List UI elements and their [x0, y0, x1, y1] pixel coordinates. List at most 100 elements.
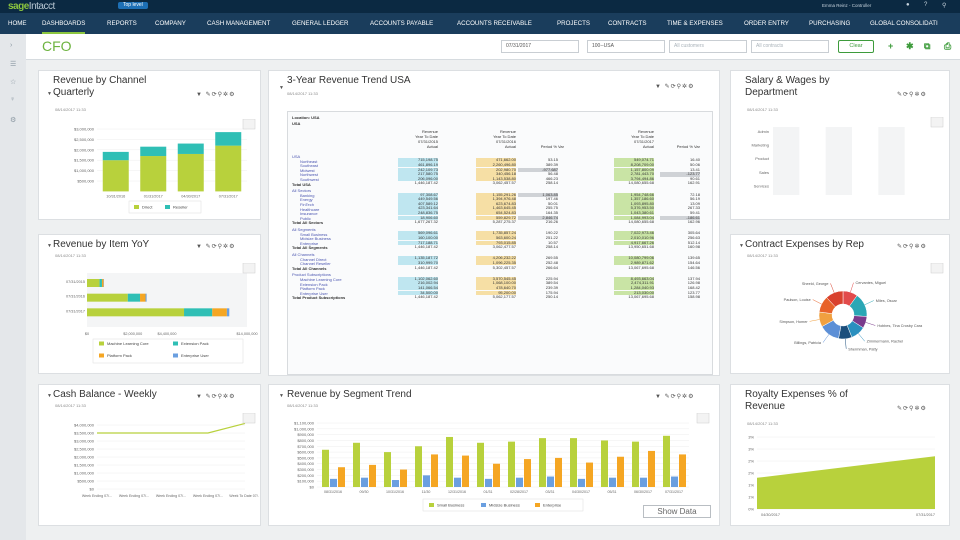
as-of-date-input[interactable]: 07/31/2017: [501, 40, 579, 53]
panel-date: 08/14/2017 11:33: [287, 91, 318, 96]
clear-button[interactable]: Clear: [838, 40, 874, 53]
table-cell: 251.22: [545, 234, 558, 240]
collapse-caret-icon[interactable]: ▼: [47, 393, 52, 399]
table-group-label: All Channels: [292, 252, 315, 257]
table-cell: 141,066.54: [398, 285, 438, 291]
y-tick-label: Admin: [758, 129, 769, 134]
panel-title: Royalty Expenses % of Revenue: [745, 389, 848, 412]
collapse-caret-icon[interactable]: ▼: [279, 393, 284, 399]
panel-tools[interactable]: ✎⟳⚲✲⚙: [897, 92, 927, 98]
notification-icon[interactable]: ●: [906, 2, 910, 8]
print-icon[interactable]: ⎙: [944, 41, 952, 51]
table-cell: 3,794,494.86: [614, 176, 654, 182]
table-cell: 168.42: [687, 284, 700, 290]
settings-icon[interactable]: ⚙: [10, 117, 17, 124]
bar-direct: [102, 160, 129, 192]
copy-icon[interactable]: ⧉: [924, 41, 931, 51]
table-cell: 216,002.94: [398, 281, 438, 286]
nav-item[interactable]: ACCOUNTS RECEIVABLE: [457, 20, 532, 27]
table-cell: 654,524.83: [476, 210, 516, 216]
table-row-label: FinTech: [300, 202, 315, 207]
table-cell: 449,549.56: [398, 196, 438, 202]
location-select[interactable]: 100--USA: [587, 40, 665, 53]
lightbulb-icon[interactable]: ♀: [10, 96, 16, 103]
table-column-header: Period % Var: [540, 144, 564, 149]
nav-item[interactable]: PURCHASING: [809, 20, 851, 27]
panel-date: 08/14/2017 11:33: [747, 253, 778, 258]
table-cell: 5,376,953.50: [614, 206, 654, 211]
entity-level-select[interactable]: Top level: [118, 2, 148, 9]
nav-item[interactable]: HOME: [8, 20, 27, 27]
customers-select[interactable]: All customers: [669, 40, 747, 53]
panel-tools[interactable]: ✎⟳⚲✲⚙: [897, 244, 927, 250]
nav-item[interactable]: DASHBOARDS: [42, 13, 86, 34]
table-row-label: Enterprise User: [300, 290, 328, 296]
chevron-right-icon[interactable]: ›: [10, 42, 13, 49]
table-cell: 252.48: [545, 259, 558, 265]
panel-tools[interactable]: ▼ ✎⟳⚲✲⚙: [196, 394, 236, 400]
bar-1: [423, 475, 430, 487]
collapse-caret-icon[interactable]: ▼: [47, 91, 52, 97]
table-cell: 97,308.67: [398, 192, 438, 198]
table-cell: 389.54: [545, 280, 558, 286]
y-tick-label: $500,000: [77, 179, 94, 184]
pie-label: Billings, Patricia: [794, 341, 822, 345]
x-tick-label: Week Ending 07/...: [193, 494, 223, 498]
table-cell: 389.39: [545, 161, 558, 167]
collapse-caret-icon[interactable]: ▼: [279, 85, 284, 91]
search-icon[interactable]: ⚲: [942, 3, 947, 9]
panel-tools[interactable]: ✎⟳⚲✲⚙: [897, 406, 927, 412]
nav-item[interactable]: TIME & EXPENSES: [667, 20, 723, 27]
table-cell: 1,143,538.80: [476, 176, 516, 182]
help-icon[interactable]: ?: [924, 2, 928, 8]
contracts-select[interactable]: All contracts: [751, 40, 829, 53]
nav-item[interactable]: CASH MANAGEMENT: [207, 20, 271, 27]
table-column-header: Actual: [426, 144, 438, 149]
x-tick-label: 07/31/2017: [916, 513, 935, 517]
y-tick-label: $400,000: [297, 461, 314, 466]
list-icon[interactable]: ☰: [10, 61, 17, 68]
bar-segment: [140, 293, 146, 302]
nav-item[interactable]: ACCOUNTS PAYABLE: [370, 20, 434, 27]
collapse-caret-icon[interactable]: ▼: [47, 243, 52, 249]
table-cell: 793,015.85: [476, 240, 516, 246]
panel-tools[interactable]: ▼ ✎⟳⚲✲⚙: [655, 84, 695, 90]
nav-item[interactable]: REPORTS: [107, 20, 137, 27]
table-cell: 53.15: [547, 157, 558, 163]
panel-tools[interactable]: ▼ ✎⟳⚲✲⚙: [196, 244, 236, 250]
table-row-label: Machine Learning Core: [300, 277, 342, 282]
table-cell: 248,836.75: [398, 210, 438, 216]
table-row-label: Midwest: [300, 167, 315, 173]
legend-label: Midsize Business: [489, 503, 520, 508]
nav-item[interactable]: PROJECTS: [557, 20, 591, 27]
user-name[interactable]: Emma Reinz - Controller: [822, 3, 872, 8]
add-icon[interactable]: +: [888, 41, 894, 51]
x-tick-label: $14,000,000: [236, 332, 257, 336]
nav-item[interactable]: COMPANY: [155, 20, 186, 27]
table-cell: 1,677,267.32: [414, 219, 438, 225]
gear-icon[interactable]: ✱: [906, 41, 914, 51]
table-row-label: Channel Direct: [300, 256, 327, 262]
panel-date: 08/14/2017 11:33: [55, 403, 86, 408]
bar-segment: [87, 308, 185, 317]
x-tick-label: 08/31/2016: [324, 490, 342, 494]
table-cell: 225.94: [545, 275, 558, 281]
table-cell: 1,446,187.42: [414, 244, 438, 250]
show-data-button[interactable]: Show Data: [643, 505, 711, 518]
panel-tools[interactable]: ▼ ✎⟳⚲✲⚙: [655, 394, 695, 400]
star-icon[interactable]: ☆: [10, 79, 17, 86]
y-tick-label: 07/31/2017: [66, 309, 85, 313]
bar-1: [392, 480, 399, 487]
nav-item[interactable]: GLOBAL CONSOLIDATI: [870, 20, 938, 27]
logo[interactable]: sageIntacct: [8, 1, 55, 12]
nav-item[interactable]: GENERAL LEDGER: [292, 20, 349, 27]
table-cell: 160.98: [687, 244, 700, 250]
nav-item[interactable]: ORDER ENTRY: [744, 20, 789, 27]
table-cell: 340,456.18: [476, 171, 516, 177]
x-tick-label: 11/30: [422, 490, 431, 494]
collapse-caret-icon[interactable]: ▼: [739, 243, 744, 249]
panel-tools[interactable]: ▼ ✎⟳⚲✲⚙: [196, 92, 236, 98]
y-tick-label: 3%: [748, 435, 754, 440]
x-tick-label: Week Ending 07/...: [119, 494, 149, 498]
nav-item[interactable]: CONTRACTS: [608, 20, 647, 27]
